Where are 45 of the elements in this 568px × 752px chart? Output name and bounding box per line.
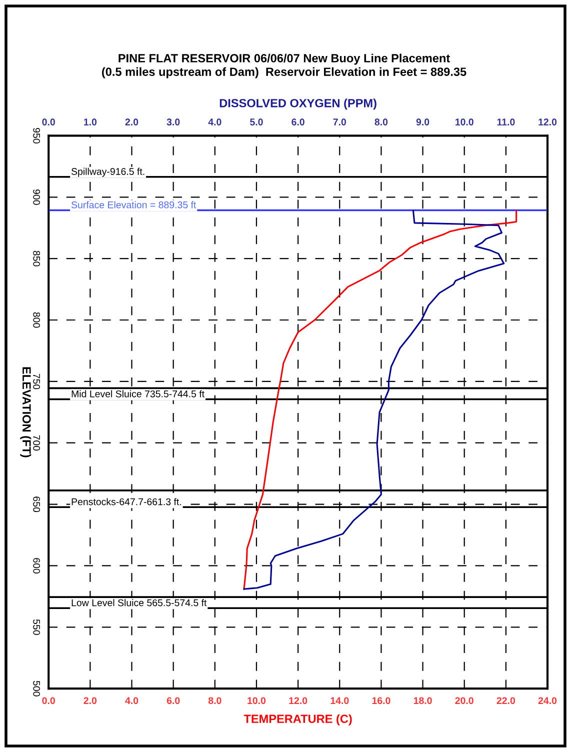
x2-tick-label: 6.0 xyxy=(292,118,304,126)
x2-tick-label: 7.0 xyxy=(333,118,346,126)
x-tick-label: 0.0 xyxy=(42,697,55,704)
x-tick-label: 24.0 xyxy=(538,697,557,704)
x-tick-label: 16.0 xyxy=(372,697,390,704)
ref-line-label: Mid Level Sluice 735.5-744.5 ft xyxy=(72,390,204,398)
x2-axis-title: DISSOLVED OXYGEN (PPM) xyxy=(220,98,376,110)
ref-line-label: Spillway-916.5 ft. xyxy=(71,168,144,177)
y-tick-label: 900 xyxy=(33,189,40,205)
x2-tick-label: 11.0 xyxy=(497,118,515,126)
x2-tick-label: 4.0 xyxy=(208,118,222,126)
x2-tick-label: 9.0 xyxy=(416,118,430,126)
x2-tick-label: 5.0 xyxy=(250,118,263,126)
y-tick-label: 550 xyxy=(33,619,40,635)
x2-tick-label: 1.0 xyxy=(84,118,97,126)
y-tick-label: 700 xyxy=(33,435,40,451)
y-tick-label: 750 xyxy=(33,374,40,390)
ref-line-label: Penstocks-647.7-661.3 ft. xyxy=(72,498,181,506)
x-tick-label: 8.0 xyxy=(208,697,222,704)
y-axis-title: ELEVATION (FT) xyxy=(20,367,32,458)
x2-tick-label: 0.0 xyxy=(42,118,55,126)
x2-tick-label: 12.0 xyxy=(538,118,557,126)
y-tick-label: 500 xyxy=(33,680,40,696)
x-tick-label: 22.0 xyxy=(496,697,515,704)
x-tick-label: 12.0 xyxy=(289,697,308,704)
x2-tick-label: 2.0 xyxy=(125,118,138,126)
x-tick-label: 14.0 xyxy=(330,697,349,704)
ref-line-label: Surface Elevation = 889.35 ft xyxy=(71,201,196,208)
x-tick-label: 18.0 xyxy=(414,697,432,704)
x-tick-label: 10.0 xyxy=(248,697,266,704)
x-axis-title: TEMPERATURE (C) xyxy=(244,714,352,726)
x-tick-label: 4.0 xyxy=(125,697,138,704)
x-tick-label: 20.0 xyxy=(455,697,474,704)
y-tick-label: 850 xyxy=(33,250,40,266)
y-tick-label: 650 xyxy=(33,496,40,512)
x-tick-label: 6.0 xyxy=(166,697,180,704)
y-tick-label: 800 xyxy=(33,312,40,328)
ref-line-label: Low Level Sluice 565.5-574.5 ft xyxy=(72,599,207,606)
y-tick-label: 600 xyxy=(33,558,40,574)
x-tick-label: 2.0 xyxy=(84,697,97,704)
x2-tick-label: 3.0 xyxy=(166,118,180,126)
y-tick-label: 950 xyxy=(33,128,40,144)
chart-title: PINE FLAT RESERVOIR 06/06/07 New Buoy Line Placement (0.5 miles upstream of Dam) Reservoir Elevation in Feet = 889.35 xyxy=(102,54,466,78)
x2-tick-label: 10.0 xyxy=(456,118,474,126)
x2-tick-label: 8.0 xyxy=(374,118,388,126)
